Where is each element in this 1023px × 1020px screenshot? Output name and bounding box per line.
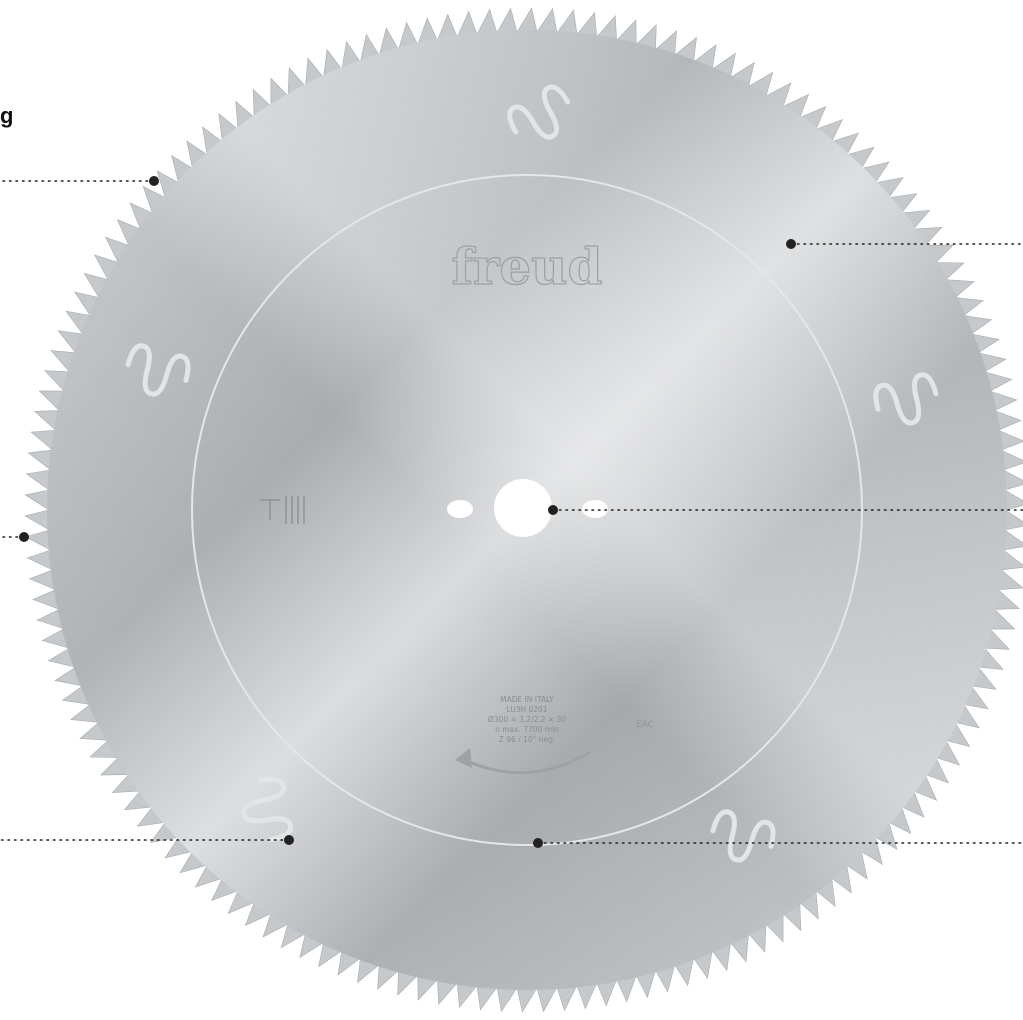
ce-mark: EAC [636,720,654,730]
callout-dot [786,239,796,249]
laser-slot [125,343,191,397]
callout-dot [533,838,543,848]
callout-dot [19,532,29,542]
label-line: Ø300 × 3,2/2,2 × 30 [488,715,566,724]
laser-slot [507,84,571,140]
callout-inner-ring-bottom [533,838,1023,848]
pin-hole-left [447,500,473,518]
callout-dot [284,835,294,845]
label-line: n max. 7700 min [495,725,559,734]
engraved-mark [260,496,305,524]
laser-slot [873,372,939,426]
laser-slot [710,809,776,863]
rotation-arrow-head [455,748,472,768]
laser-slot [241,776,294,843]
label-line: LU3H 0201 [506,705,547,714]
callout-teeth-top-left [0,176,159,186]
pin-hole-right [582,500,608,518]
label-line: MADE IN ITALY [500,695,554,704]
inner-ring [191,174,863,846]
brand-logo: freud [452,237,603,296]
center-bore [494,479,552,537]
callout-dot [548,505,558,515]
callout-body-top-right [786,239,1023,249]
label-line: Z 96 / 10° neg. [499,735,556,744]
callout-dot [149,176,159,186]
callout-laser-slot-bottom-left [0,835,294,845]
heading-fragment: g [0,103,14,128]
callout-bore-center [548,505,1023,515]
rotation-arrow [459,750,591,775]
callout-rim-left [0,532,29,542]
